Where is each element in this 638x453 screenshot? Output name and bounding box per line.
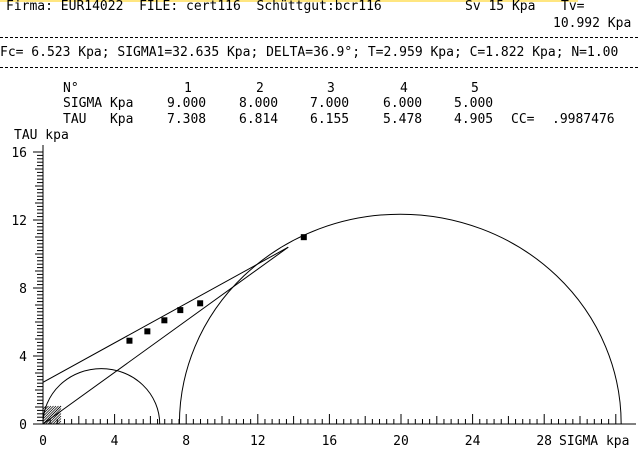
data-point: [197, 300, 204, 307]
tv-readout: 10.992 Kpa: [553, 17, 631, 31]
table-sigma-cell: 7.000: [310, 96, 350, 111]
y-axis-label: TAU kpa: [14, 128, 69, 143]
cc-value: .9987476: [552, 112, 615, 127]
large-mohr-circle: [178, 213, 622, 425]
origin-hatch: [42, 405, 62, 425]
firma-label: Firma:: [6, 0, 53, 14]
cc-label: CC=: [511, 112, 535, 127]
table-col-header: 1: [184, 81, 192, 96]
tv-unit: Kpa: [607, 16, 632, 31]
small-mohr-circle: [42, 368, 161, 425]
data-point: [300, 234, 307, 241]
y-tick-label: 8: [19, 282, 27, 297]
table-sigma-cell: 5.000: [454, 96, 494, 111]
origin-hatch: [47, 410, 62, 425]
data-point: [161, 317, 168, 324]
x-tick-label: 16: [322, 434, 338, 449]
table-col-header: 5: [471, 81, 479, 96]
sv-unit: Kpa: [511, 0, 536, 14]
file-value: cert116: [186, 0, 241, 14]
table-tau-cell: 7.308: [167, 112, 207, 127]
origin-tangent-line: [42, 246, 289, 425]
y-tick-label: 0: [19, 418, 27, 433]
y-tick-label: 16: [11, 146, 27, 161]
data-point: [126, 337, 133, 344]
header-line: Firma: EUR14022 FILE: cert116 Schüttgut:…: [6, 0, 382, 14]
origin-hatch: [42, 405, 49, 412]
table-tau-cell: 6.155: [310, 112, 350, 127]
table-col-header: 2: [256, 81, 264, 96]
origin-hatch: [42, 405, 52, 415]
y-tick-label: 4: [19, 350, 27, 365]
origin-hatch: [42, 405, 57, 420]
x-tick-label: 28: [536, 434, 552, 449]
table-sigma-label: SIGMA Kpa: [63, 96, 134, 111]
firma-value: EUR14022: [60, 0, 124, 14]
sv-readout: Sv 15 Kpa: [465, 0, 535, 14]
sv-value: 15: [488, 0, 505, 14]
table-tau-label: TAU Kpa: [63, 112, 134, 127]
table-tau-cell: 5.478: [383, 112, 423, 127]
x-tick-label: 0: [39, 434, 47, 449]
origin-hatch: [42, 405, 44, 407]
origin-hatch: [42, 405, 47, 410]
divider-top: [0, 37, 638, 38]
sv-label: Sv: [465, 0, 481, 14]
origin-hatch: [55, 418, 62, 425]
tv-label: Tv=: [561, 0, 585, 14]
tv-value: 10.992: [553, 16, 600, 31]
x-tick-label: 20: [393, 434, 409, 449]
origin-hatch: [50, 413, 62, 425]
data-point: [144, 328, 151, 335]
table-n-label: N°: [63, 81, 79, 96]
divider-bottom: [0, 67, 638, 68]
x-tick-label: 12: [250, 434, 266, 449]
table-col-header: 3: [327, 81, 335, 96]
table-sigma-cell: 6.000: [383, 96, 423, 111]
material-value: bcr116: [334, 0, 382, 14]
table-tau-cell: 6.814: [239, 112, 279, 127]
x-tick-label: 4: [111, 434, 119, 449]
origin-hatch: [52, 415, 62, 425]
table-sigma-cell: 8.000: [239, 96, 279, 111]
title-bar-accent: [0, 0, 578, 2]
origin-hatch: [42, 405, 54, 417]
table-sigma-cell: 9.000: [167, 96, 207, 111]
origin-hatch: [60, 423, 62, 425]
x-tick-label: 24: [465, 434, 481, 449]
material-label: Schüttgut:: [256, 0, 335, 14]
x-tick-label: 8: [182, 434, 190, 449]
origin-hatch: [57, 420, 62, 425]
x-axis-label: SIGMA kpa: [559, 434, 629, 449]
yield-locus-line: [42, 246, 289, 383]
origin-hatch: [42, 405, 59, 422]
data-point: [177, 307, 184, 314]
file-label: FILE:: [139, 0, 179, 14]
results-line: Fc= 6.523 Kpa; SIGMA1=32.635 Kpa; DELTA=…: [0, 45, 619, 60]
origin-hatch: [45, 408, 62, 425]
table-col-header: 4: [400, 81, 408, 96]
y-tick-label: 12: [11, 214, 27, 229]
table-tau-cell: 4.905: [454, 112, 494, 127]
